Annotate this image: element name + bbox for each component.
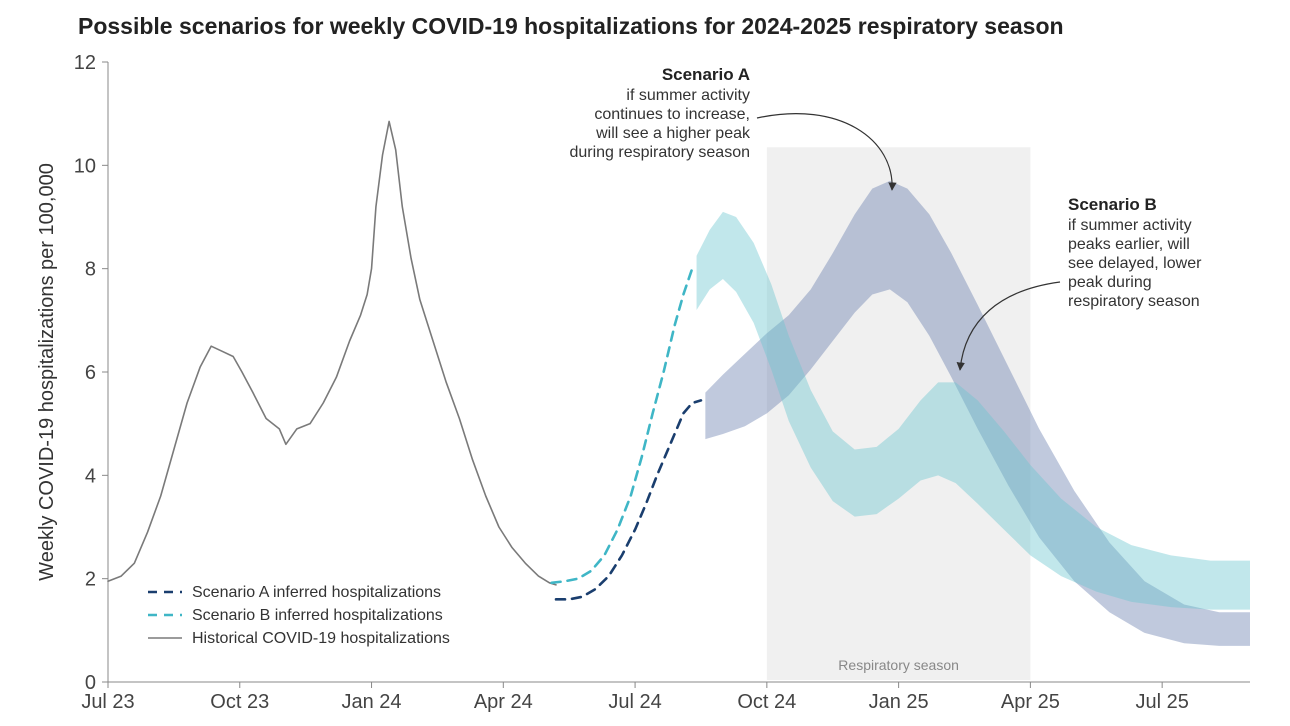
chart-container: Respiratory season Possible scenarios for… [0, 0, 1290, 726]
annotation-a-title: Scenario A [662, 65, 750, 84]
y-tick-label: 4 [85, 465, 96, 487]
y-tick-label: 12 [74, 52, 96, 74]
legend-label: Scenario B inferred hospitalizations [192, 607, 443, 624]
annotation-a-body-line: will see a higher peak [595, 125, 751, 142]
y-tick-label: 6 [85, 362, 96, 384]
x-tick-label: Apr 24 [474, 691, 533, 713]
x-tick-label: Oct 23 [210, 691, 269, 713]
chart-svg: Respiratory season Possible scenarios for… [0, 0, 1290, 726]
x-tick-label: Jul 25 [1135, 691, 1188, 713]
annotation-b-body-line: peak during [1068, 274, 1152, 291]
legend-label: Scenario A inferred hospitalizations [192, 584, 441, 601]
y-tick-label: 2 [85, 569, 96, 591]
y-tick-label: 10 [74, 155, 96, 177]
x-tick-label: Jan 25 [869, 691, 929, 713]
annotation-b-body-line: peaks earlier, will [1068, 236, 1190, 253]
annotation-a-body-line: continues to increase, [594, 106, 750, 123]
annotation-b-body-line: respiratory season [1068, 293, 1200, 310]
respiratory-season-label: Respiratory season [838, 657, 959, 673]
x-tick-label: Jan 24 [342, 691, 402, 713]
chart-title: Possible scenarios for weekly COVID-19 h… [78, 13, 1064, 39]
annotation-b-title: Scenario B [1068, 195, 1157, 214]
x-tick-label: Apr 25 [1001, 691, 1060, 713]
annotation-a-body-line: if summer activity [626, 87, 750, 104]
x-tick-label: Jul 24 [608, 691, 661, 713]
x-tick-label: Jul 23 [81, 691, 134, 713]
x-tick-label: Oct 24 [737, 691, 796, 713]
annotation-a-body-line: during respiratory season [569, 144, 750, 161]
annotation-b-body-line: if summer activity [1068, 217, 1192, 234]
y-tick-label: 8 [85, 259, 96, 281]
y-axis-label: Weekly COVID-19 hospitalizations per 100… [36, 163, 58, 581]
legend-label: Historical COVID-19 hospitalizations [192, 630, 450, 647]
annotation-b-body-line: see delayed, lower [1068, 255, 1202, 272]
